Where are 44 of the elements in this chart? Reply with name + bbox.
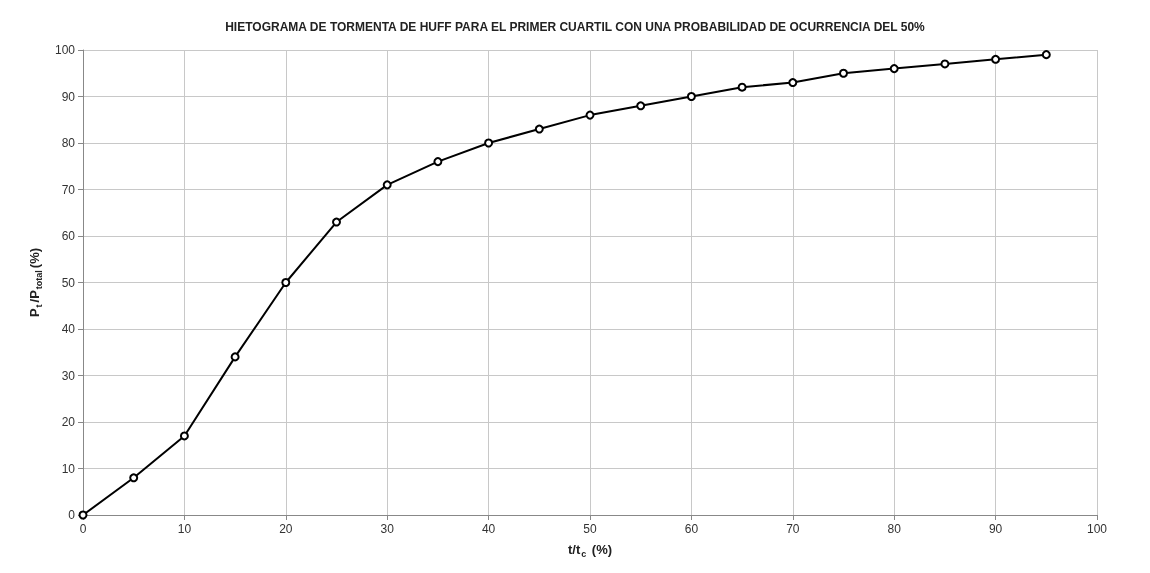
x-tick-label: 40 <box>481 522 496 536</box>
y-tick-label: 10 <box>61 461 76 476</box>
y-tick-label: 40 <box>61 322 76 336</box>
point <box>636 101 646 111</box>
y-tick-label: 100 <box>54 43 76 57</box>
x-tick-label: 30 <box>380 522 395 536</box>
y-tick-label: 0 <box>68 508 76 522</box>
point <box>78 510 88 520</box>
point <box>179 431 189 441</box>
x-tick-label: 80 <box>887 522 902 536</box>
point <box>686 92 696 101</box>
y-tick-label: 30 <box>61 368 76 383</box>
y-tick-label: 90 <box>61 89 76 104</box>
point <box>940 59 950 69</box>
point <box>281 278 291 287</box>
x-tick-label: 50 <box>583 522 597 536</box>
x-tick-label: 90 <box>988 522 1003 536</box>
x-tick-label: 10 <box>177 522 192 536</box>
x-tick-label: 0 <box>79 522 87 536</box>
point <box>839 68 848 78</box>
point <box>737 82 747 92</box>
y-tick-label: 70 <box>61 182 76 197</box>
point <box>1041 50 1051 60</box>
x-tick-label: 60 <box>684 522 699 536</box>
y-tick-label: 20 <box>61 415 76 429</box>
point <box>332 217 341 227</box>
y-tick-label: 50 <box>61 275 76 290</box>
x-tick-label: 20 <box>279 522 293 536</box>
point <box>788 78 798 88</box>
point <box>382 180 392 190</box>
point <box>129 473 139 483</box>
point <box>991 54 1001 64</box>
x-tick-label: 70 <box>786 522 800 536</box>
point <box>433 157 443 167</box>
point <box>534 124 544 134</box>
y-axis-title: Pt/Ptotal(%) <box>27 247 44 318</box>
point <box>889 64 899 74</box>
point <box>230 352 240 362</box>
point <box>484 138 494 148</box>
y-tick-label: 80 <box>61 136 76 150</box>
chart-title: HIETOGRAMA DE TORMENTA DE HUFF PARA EL PRIMER CUARTIL CON UNA PROBABILIDAD DE OCURRENCIA DEL 50% <box>225 20 926 34</box>
x-tick-label: 100 <box>1086 522 1108 536</box>
y-tick-label: 60 <box>61 229 76 243</box>
point <box>585 110 595 120</box>
